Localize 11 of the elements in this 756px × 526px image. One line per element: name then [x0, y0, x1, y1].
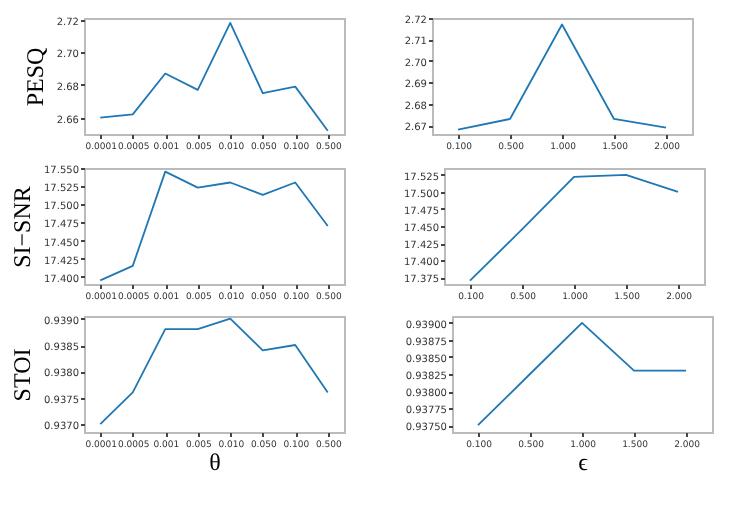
line-series [99, 317, 329, 425]
line-series [99, 170, 329, 282]
y-axis-title: SI−SNR [8, 186, 37, 268]
line-series [457, 23, 667, 131]
line-series [469, 173, 679, 282]
line-series [477, 321, 687, 427]
y-axis-title: STOI [8, 348, 37, 402]
y-axis-title: PESQ [20, 46, 49, 107]
x-axis-title: ϵ [578, 448, 589, 476]
line-series [99, 22, 329, 132]
x-axis-title: θ [209, 448, 222, 476]
